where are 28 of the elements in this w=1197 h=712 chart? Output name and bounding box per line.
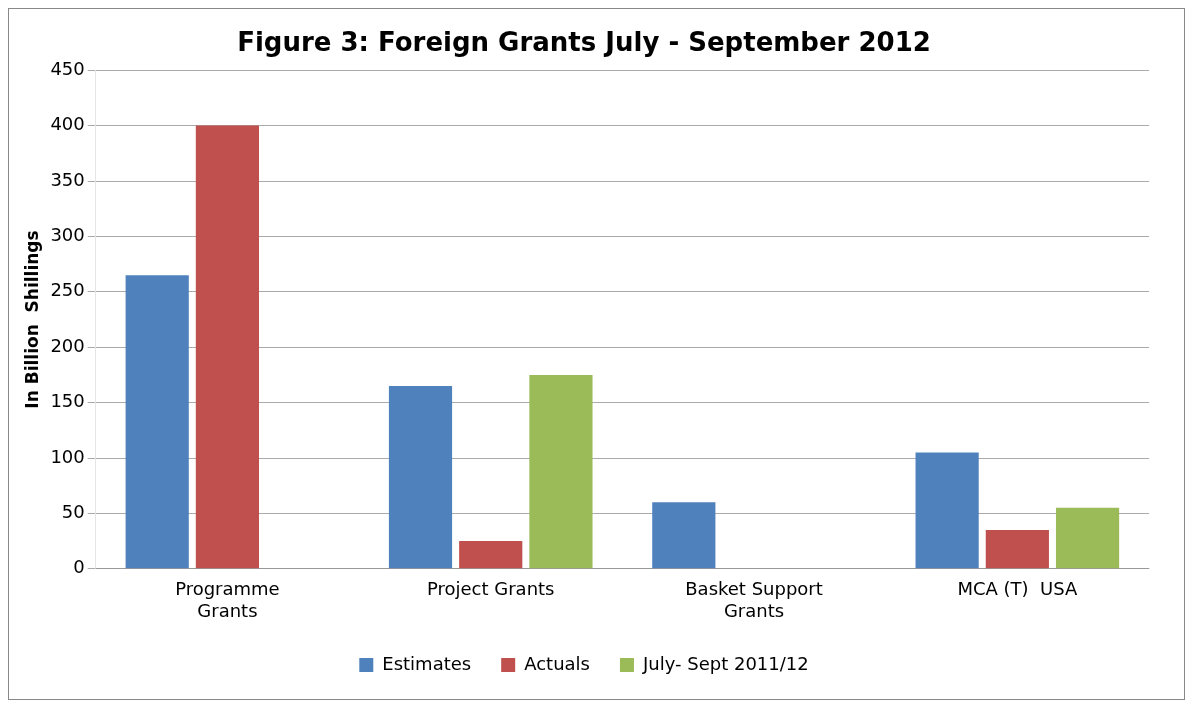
legend-label: Estimates — [382, 652, 472, 674]
x-tick-label: Basket Support Grants — [685, 578, 823, 621]
y-tick-label: 200 — [50, 334, 85, 356]
chart-title: Figure 3: Foreign Grants July - September 2012 — [237, 27, 931, 58]
x-tick-label: Project Grants — [426, 578, 555, 600]
y-tick-label: 0 — [73, 556, 85, 578]
bar — [388, 385, 453, 569]
bar — [125, 275, 189, 569]
x-tick-label: MCA (T) USA — [957, 578, 1078, 600]
y-axis-title: In Billion Shillings — [21, 230, 42, 409]
bar — [529, 374, 593, 569]
y-tick-label: 150 — [50, 390, 85, 412]
bar — [652, 502, 716, 569]
x-tick-label: Programme Grants — [175, 578, 280, 621]
bar — [459, 541, 523, 569]
y-tick-label: 350 — [50, 168, 85, 190]
bar — [985, 530, 1049, 569]
y-tick-label: 250 — [50, 279, 85, 301]
legend-label: July- Sept 2011/12 — [641, 652, 809, 674]
bar — [1055, 507, 1120, 569]
bar — [915, 452, 979, 569]
y-tick-label: 450 — [50, 57, 85, 79]
legend-label: Actuals — [524, 652, 590, 674]
bar — [195, 125, 260, 569]
y-tick-label: 400 — [50, 113, 85, 135]
y-tick-label: 100 — [50, 445, 85, 467]
y-tick-label: 300 — [50, 224, 85, 246]
y-tick-label: 50 — [61, 501, 85, 523]
